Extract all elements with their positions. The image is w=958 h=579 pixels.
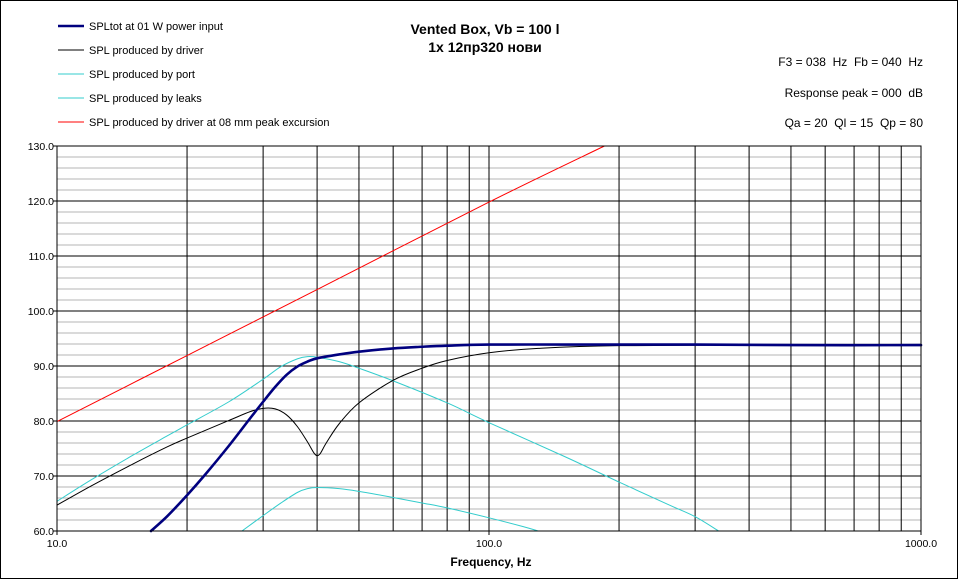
x-tick-label: 1000.0 [905, 538, 937, 550]
annotation-f3-fb: F3 = 038 Hz Fb = 040 Hz [778, 55, 923, 69]
legend-label-driver: SPL produced by driver [89, 45, 204, 57]
legend-label-leaks: SPL produced by leaks [89, 93, 202, 105]
y-tick-label: 90.0 [34, 361, 55, 373]
series-leaks [241, 487, 539, 532]
legend: SPLtot at 01 W power input SPL produced … [58, 21, 330, 129]
legend-item-leaks: SPL produced by leaks [58, 93, 202, 105]
x-axis-ticks: 10.0 100.0 1000.0 [47, 531, 937, 550]
legend-item-port: SPL produced by port [58, 69, 195, 81]
y-tick-label: 100.0 [28, 306, 54, 318]
y-axis-ticks: 60.0 70.0 80.0 90.0 100.0 110.0 120.0 130.0 [28, 141, 57, 538]
annotation-q-values: Qa = 20 Ql = 15 Qp = 80 [785, 116, 924, 130]
series-layer [56, 145, 923, 533]
y-tick-label: 60.0 [34, 526, 55, 538]
legend-item-excursion: SPL produced by driver at 08 mm peak exc… [58, 117, 330, 129]
y-tick-label: 80.0 [34, 416, 55, 428]
x-axis-label: Frequency, Hz [450, 555, 531, 569]
legend-label-excursion: SPL produced by driver at 08 mm peak exc… [89, 117, 330, 129]
legend-item-driver: SPL produced by driver [58, 45, 204, 57]
y-tick-label: 110.0 [29, 251, 55, 263]
chart-subtitle: 1x 12пр320 нови [428, 39, 542, 55]
legend-item-spltot: SPLtot at 01 W power input [58, 21, 223, 33]
y-tick-label: 70.0 [34, 471, 55, 483]
major-grid [57, 146, 921, 531]
series-driver-excursion [56, 145, 605, 423]
chart-title: Vented Box, Vb = 100 l [410, 21, 559, 37]
annotation-response-peak: Response peak = 000 dB [785, 86, 923, 100]
legend-label-spltot: SPLtot at 01 W power input [89, 21, 223, 33]
x-tick-label: 10.0 [47, 538, 68, 550]
series-spltot [149, 343, 923, 533]
legend-label-port: SPL produced by port [89, 69, 195, 81]
y-tick-label: 120.0 [28, 196, 54, 208]
y-tick-label: 130.0 [28, 141, 54, 153]
x-tick-label: 100.0 [476, 538, 502, 550]
series-driver [56, 344, 922, 506]
